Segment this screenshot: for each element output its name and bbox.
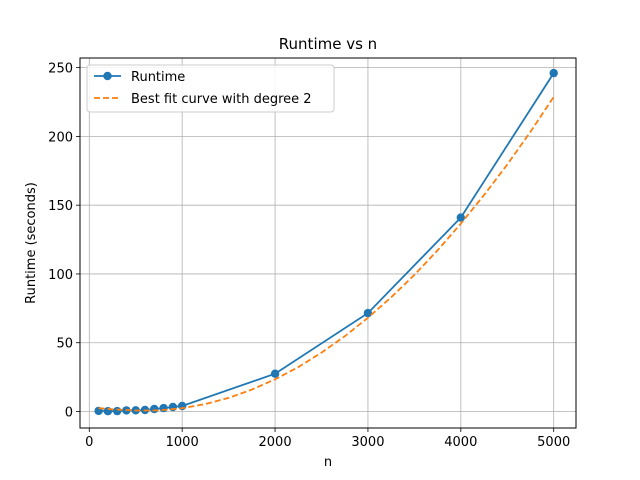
x-tick-label: 0	[85, 435, 93, 450]
x-tick-label: 2000	[259, 435, 292, 450]
runtime-data-point	[363, 308, 373, 318]
x-tick-label: 3000	[351, 435, 384, 450]
y-tick-label: 200	[48, 130, 73, 145]
x-tick-label: 1000	[166, 435, 199, 450]
legend-fit-label: Best fit curve with degree 2	[131, 92, 312, 107]
x-tick-label: 5000	[537, 435, 570, 450]
axis-ticks: 0 1000 2000 3000 4000 5000 0 50 100 150 200 250	[48, 62, 570, 450]
y-tick-label: 250	[48, 62, 73, 77]
legend-runtime-marker	[103, 71, 112, 81]
legend: Runtime Best fit curve with degree 2	[86, 64, 335, 113]
legend-box	[86, 64, 335, 113]
runtime-data-point	[159, 403, 168, 413]
y-tick-label: 0	[65, 405, 73, 420]
runtime-data-point	[270, 369, 280, 378]
runtime-data-point	[113, 406, 122, 416]
x-tick-label: 4000	[444, 435, 477, 450]
grid	[80, 58, 576, 428]
runtime-data-point	[456, 213, 465, 222]
y-tick-label: 150	[48, 199, 73, 214]
y-axis-label: Runtime (seconds)	[24, 182, 39, 304]
chart-title: Runtime vs n	[279, 35, 377, 53]
plot-area-frame	[79, 57, 577, 429]
runtime-data-point	[150, 404, 159, 414]
x-axis-label: n	[324, 455, 332, 470]
legend-runtime-label: Runtime	[131, 70, 185, 85]
plot-series	[94, 68, 558, 416]
series-fit-curve	[98, 96, 555, 412]
y-tick-label: 100	[48, 268, 73, 283]
y-tick-label: 50	[56, 337, 73, 352]
runtime-data-point	[549, 68, 558, 78]
